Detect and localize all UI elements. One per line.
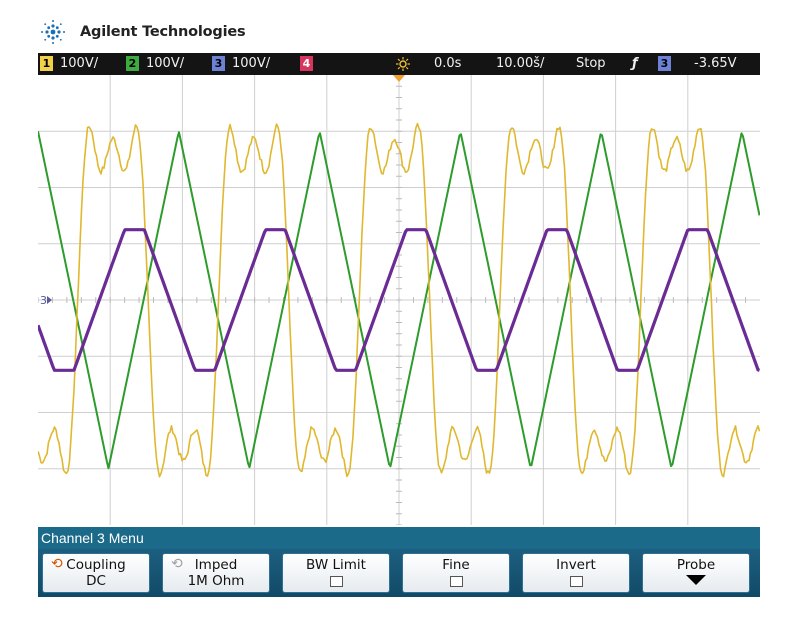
arrow-down-icon [686,575,706,585]
trigger-level: -3.65V [694,56,737,71]
timebase-readout: 10.00š/ [496,56,545,71]
waveform-3-trace [38,228,760,372]
channel-2-badge[interactable]: 2 [126,56,139,71]
invert-softkey[interactable]: Invert [522,553,630,593]
trigger-edge-icon: ƒ [632,56,638,71]
fine-softkey[interactable]: Fine [402,553,510,593]
softkey-row: ⟲ Coupling DC ⟲ Imped 1M Ohm BW Limit Fi… [38,549,760,597]
channel-4-badge[interactable]: 4 [300,56,313,71]
coupling-softkey[interactable]: ⟲ Coupling DC [42,553,150,593]
fine-checkbox[interactable] [450,576,463,587]
waveform-1-trace [38,131,760,470]
imped-label: Imped [194,557,238,573]
channel-2-scale: 100V/ [146,56,185,71]
probe-label: Probe [676,557,716,573]
agilent-spark-icon [41,20,65,44]
channel-3-badge[interactable]: 3 [212,56,225,71]
rotate-knob-icon: ⟲ [171,556,183,572]
coupling-value: DC [86,573,106,589]
trigger-position-marker [393,75,405,82]
bw-limit-checkbox[interactable] [330,576,343,587]
brand-header: Agilent Technologies [38,16,246,48]
brand-name: Agilent Technologies [80,24,246,40]
fine-label: Fine [442,557,470,573]
waveform-display[interactable]: 3 [38,75,760,525]
channel-3-ground-marker[interactable]: 3 [40,294,47,307]
trigger-channel-badge: 3 [658,56,671,71]
channel-3-scale: 100V/ [232,56,271,71]
waveform-plot: 3 [38,75,760,525]
probe-softkey[interactable]: Probe [642,553,750,593]
channel-1-scale: 100V/ [60,56,99,71]
sun-icon [396,57,410,71]
rotate-knob-icon: ⟲ [51,556,63,572]
imped-value: 1M Ohm [187,573,245,589]
imped-softkey[interactable]: ⟲ Imped 1M Ohm [162,553,270,593]
invert-checkbox[interactable] [570,576,583,587]
bw-limit-label: BW Limit [306,557,366,573]
status-bar: 1 100V/ 2 100V/ 3 100V/ 4 0.0s 10.00š/ S… [38,53,760,75]
channel-3-marker-arrow [47,296,52,304]
waveform-2-trace [38,122,760,478]
run-state: Stop [576,56,606,71]
coupling-label: Coupling [66,557,126,573]
invert-label: Invert [556,557,596,573]
delay-readout: 0.0s [434,56,462,71]
menu-title: Channel 3 Menu [38,527,760,549]
bw-limit-softkey[interactable]: BW Limit [282,553,390,593]
channel-1-badge[interactable]: 1 [40,56,53,71]
